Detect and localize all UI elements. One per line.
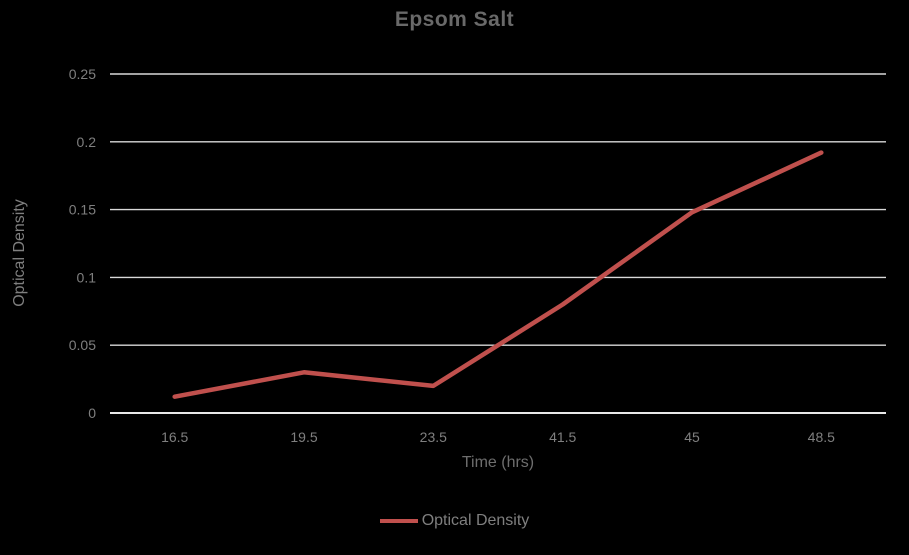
- x-tick-label: 16.5: [161, 429, 188, 445]
- y-tick-label: 0.05: [69, 337, 96, 353]
- x-tick-label: 45: [684, 429, 700, 445]
- y-tick-label: 0.25: [69, 66, 96, 82]
- x-tick-label: 48.5: [808, 429, 835, 445]
- x-axis-title: Time (hrs): [461, 454, 535, 471]
- legend: Optical Density: [0, 512, 909, 530]
- y-tick-label: 0.15: [69, 202, 96, 218]
- series-line-optical-density: [172, 150, 824, 399]
- legend-line-swatch-icon: [379, 519, 418, 523]
- x-tick-label: 41.5: [549, 429, 576, 445]
- y-tick-label: 0: [88, 405, 96, 421]
- x-tick-label: 19.5: [290, 429, 317, 445]
- y-tick-label: 0.2: [77, 134, 97, 150]
- x-tick-label: 23.5: [420, 429, 447, 445]
- chart-title: Epsom Salt: [394, 8, 515, 31]
- legend-label: Optical Density: [421, 512, 530, 529]
- y-tick-label: 0.1: [77, 269, 97, 285]
